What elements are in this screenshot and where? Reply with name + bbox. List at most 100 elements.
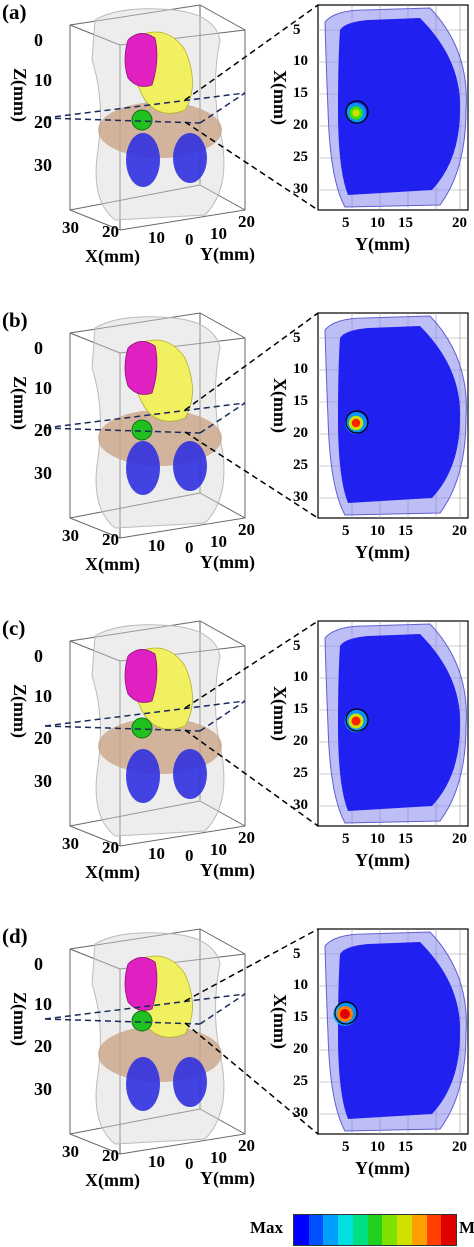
slice-x-tick-label: 15 bbox=[293, 1009, 308, 1025]
slice-x-tick-label: 5 bbox=[293, 22, 301, 38]
x3d-tick-label: 20 bbox=[102, 530, 119, 549]
x3d-tick-label: 0 bbox=[185, 230, 194, 249]
y3d-tick-label: 10 bbox=[210, 1148, 227, 1167]
y3d-tick-label: 10 bbox=[210, 224, 227, 243]
slice-y-axis-title: Y(mm) bbox=[355, 850, 410, 870]
slice-x-axis-title: X(mm) bbox=[270, 994, 290, 1049]
connector-lines bbox=[184, 4, 319, 211]
slice-x-tick-label: 25 bbox=[293, 1073, 308, 1089]
slice-field bbox=[338, 634, 461, 811]
slice-x-tick-label: 5 bbox=[293, 946, 301, 962]
slice-x-tick-label: 30 bbox=[293, 489, 308, 505]
panel-graphics bbox=[44, 312, 469, 539]
tumor-outline bbox=[345, 410, 369, 434]
y3d-axis-title: Y(mm) bbox=[200, 1168, 255, 1188]
panel-label: (d) bbox=[2, 924, 28, 948]
connector-lines bbox=[184, 928, 319, 1135]
colorbar-segment bbox=[382, 1215, 398, 1245]
z-tick-label: 20 bbox=[34, 1036, 52, 1056]
hotspot-core bbox=[352, 109, 360, 117]
y3d-tick-label: 10 bbox=[210, 840, 227, 859]
x3d-axis-title: X(mm) bbox=[85, 1170, 140, 1190]
slice-y-tick-label: 20 bbox=[452, 523, 467, 539]
z-tick-label: 30 bbox=[34, 155, 52, 175]
tumor-outline bbox=[334, 1001, 358, 1025]
y3d-tick-label: 20 bbox=[238, 828, 255, 847]
slice-y-axis-title: Y(mm) bbox=[355, 1158, 410, 1178]
slice-y-tick-label: 5 bbox=[342, 1139, 350, 1155]
z-tick-label: 30 bbox=[34, 463, 52, 483]
slice-x-axis-title: X(mm) bbox=[270, 70, 290, 125]
slice-x-tick-label: 25 bbox=[293, 457, 308, 473]
panel-label: (a) bbox=[2, 0, 27, 24]
slice-y-tick-label: 10 bbox=[370, 1139, 385, 1155]
kidney-left bbox=[126, 133, 160, 187]
tumor-outline bbox=[345, 708, 369, 732]
colorbar-segment bbox=[294, 1215, 309, 1245]
tumor-sphere bbox=[131, 419, 153, 441]
tumor-sphere bbox=[131, 109, 153, 131]
slice-y-tick-label: 5 bbox=[342, 831, 350, 847]
colorbar-segment bbox=[338, 1215, 353, 1245]
x3d-axis-title: X(mm) bbox=[85, 554, 140, 574]
body-model bbox=[91, 932, 225, 1145]
y3d-tick-label: 10 bbox=[210, 532, 227, 551]
z-axis-title: Z(mm) bbox=[10, 376, 30, 430]
slice-y-tick-label: 20 bbox=[452, 1139, 467, 1155]
z-tick-label: 20 bbox=[34, 420, 52, 440]
slice-x-tick-label: 10 bbox=[293, 361, 308, 377]
panel-a: (a) 0 10 20 30 Z(mm) 30 20 10 0 X(mm) 10 20 Y(mm) 5 10 1… bbox=[0, 0, 474, 300]
slice-y-tick-label: 10 bbox=[370, 215, 385, 231]
panel-c: (c) 0 10 20 30 Z(mm) 30 20 10 0 X(mm) 10 20 Y(mm) 5 10 1… bbox=[0, 616, 474, 916]
panel-graphics bbox=[44, 620, 469, 847]
x3d-tick-label: 0 bbox=[185, 538, 194, 557]
slice-x-tick-label: 30 bbox=[293, 797, 308, 813]
slice-y-tick-label: 10 bbox=[370, 831, 385, 847]
x3d-tick-label: 30 bbox=[62, 834, 79, 853]
body-model bbox=[91, 316, 225, 529]
slice-x-tick-label: 5 bbox=[293, 330, 301, 346]
slice-y-tick-label: 15 bbox=[398, 1139, 413, 1155]
x3d-tick-label: 0 bbox=[185, 846, 194, 865]
z-tick-label: 0 bbox=[34, 646, 43, 666]
heart-organ bbox=[124, 33, 158, 87]
panel-graphics bbox=[44, 4, 469, 231]
colorbar-segment bbox=[441, 1215, 457, 1245]
z-tick-label: 0 bbox=[34, 30, 43, 50]
kidney-left bbox=[126, 1057, 160, 1111]
x3d-tick-label: 30 bbox=[62, 526, 79, 545]
y3d-tick-label: 20 bbox=[238, 212, 255, 231]
kidney-right bbox=[173, 1057, 207, 1107]
colorbar-segment bbox=[411, 1215, 427, 1245]
z-tick-label: 20 bbox=[34, 112, 52, 132]
x3d-tick-label: 10 bbox=[148, 228, 165, 247]
y3d-axis-title: Y(mm) bbox=[200, 860, 255, 880]
kidney-right bbox=[173, 749, 207, 799]
z-axis-title: Z(mm) bbox=[10, 68, 30, 122]
slice-view bbox=[317, 4, 469, 211]
connector-lines bbox=[184, 312, 319, 519]
slice-x-tick-label: 30 bbox=[293, 1105, 308, 1121]
panel-label: (b) bbox=[2, 308, 28, 332]
slice-x-tick-label: 30 bbox=[293, 181, 308, 197]
panel-d: (d) 0 10 20 30 Z(mm) 30 20 10 0 X(mm) 10 20 Y(mm) 5 10 1… bbox=[0, 924, 474, 1224]
slice-field bbox=[338, 18, 461, 195]
colorbar-segment bbox=[308, 1215, 324, 1245]
slice-field bbox=[338, 326, 461, 503]
colorbar-strip bbox=[293, 1214, 457, 1246]
slice-x-axis-title: X(mm) bbox=[270, 686, 290, 741]
slice-y-tick-label: 20 bbox=[452, 831, 467, 847]
x3d-tick-label: 10 bbox=[148, 536, 165, 555]
slice-y-tick-label: 5 bbox=[342, 215, 350, 231]
slice-x-tick-label: 10 bbox=[293, 53, 308, 69]
y3d-tick-label: 20 bbox=[238, 1136, 255, 1155]
kidney-left bbox=[126, 749, 160, 803]
connector-lines bbox=[184, 620, 319, 827]
x3d-tick-label: 20 bbox=[102, 838, 119, 857]
slice-field bbox=[338, 942, 461, 1119]
slice-plane bbox=[44, 92, 246, 124]
slice-x-tick-label: 5 bbox=[293, 638, 301, 654]
kidney-right bbox=[173, 133, 207, 183]
colorbar-segment bbox=[323, 1215, 339, 1245]
slice-y-tick-label: 5 bbox=[342, 523, 350, 539]
